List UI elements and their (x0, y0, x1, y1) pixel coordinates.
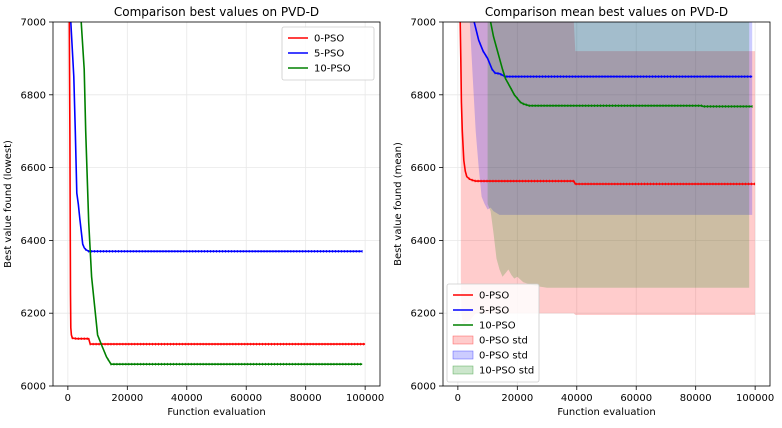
series-markers (80, 22, 362, 366)
legend-label: 10-PSO (479, 321, 516, 332)
series-line (459, 22, 756, 185)
std-band (460, 22, 756, 325)
x-tick-label: 40000 (171, 393, 203, 404)
y-tick-label: 7000 (21, 18, 46, 29)
x-tick-label: 0 (65, 393, 71, 404)
legend-label: 5-PSO (479, 306, 509, 317)
axes-frame (442, 21, 771, 387)
x-tick-label: 0 (455, 393, 461, 404)
legend-box (446, 283, 540, 383)
plot-area (459, 22, 756, 325)
x-axis-label: Function evaluation (557, 407, 655, 418)
std-band (469, 22, 753, 215)
x-tick-label: 20000 (501, 393, 533, 404)
x-tick-label: 100000 (346, 393, 384, 404)
legend-label: 10-PSO std (479, 366, 534, 377)
series-line (473, 22, 753, 78)
x-tick-label: 60000 (230, 393, 262, 404)
legend-label: 0-PSO (314, 34, 344, 45)
y-tick-label: 7000 (411, 18, 436, 29)
y-tick-label: 6800 (411, 90, 436, 101)
y-tick-label: 6200 (411, 309, 436, 320)
series-line (70, 22, 363, 253)
x-axis-label: Function evaluation (167, 407, 265, 418)
chart-title: Comparison mean best values on PVD-D (485, 5, 728, 19)
y-tick-label: 6200 (21, 309, 46, 320)
legend-label: 0-PSO std (479, 336, 528, 347)
legend-label: 5-PSO (314, 49, 344, 60)
y-tick-label: 6600 (21, 163, 46, 174)
legend: 0-PSO 5-PSO 10-PSO (281, 26, 375, 81)
left-chart: 0 20000 40000 60000 80000 100000 6000 6200 6400 6… (3, 5, 384, 418)
legend-swatch (452, 350, 474, 360)
y-axis-label: Best value found (lowest) (3, 140, 14, 268)
series-markers (70, 22, 363, 253)
y-tick-label: 6400 (21, 236, 46, 247)
y-axis-label: Best value found (mean) (393, 142, 404, 266)
plot-area (68, 22, 366, 366)
legend-swatch (452, 335, 474, 345)
y-tick-label: 6400 (411, 236, 436, 247)
y-tick-label: 6000 (21, 382, 46, 393)
std-band (487, 22, 750, 288)
right-chart: 0 20000 40000 60000 80000 100000 6000 6200 6400 6… (393, 5, 774, 418)
legend-label: 0-PSO (479, 291, 509, 302)
y-tick-label: 6600 (411, 163, 436, 174)
x-tick-label: 40000 (561, 393, 593, 404)
x-tick-label: 80000 (290, 393, 322, 404)
chart-title: Comparison best values on PVD-D (114, 5, 319, 19)
legend-box (281, 26, 375, 81)
x-tick-label: 60000 (620, 393, 652, 404)
series-markers (473, 22, 752, 78)
x-tick-label: 20000 (111, 393, 143, 404)
y-tick-label: 6800 (21, 90, 46, 101)
x-tick-label: 80000 (680, 393, 712, 404)
legend-label: 10-PSO (314, 64, 351, 75)
x-tick-label: 100000 (736, 393, 774, 404)
series-markers (68, 22, 365, 346)
axes-frame (52, 21, 381, 387)
series-markers (490, 22, 753, 108)
legend-label: 0-PSO std (479, 351, 528, 362)
y-tick-label: 6000 (411, 382, 436, 393)
legend-swatch (452, 365, 474, 375)
series-markers (459, 22, 755, 186)
legend: 0-PSO 5-PSO 10-PSO 0-PSO std 0-PSO std 10-PSO… (446, 283, 540, 383)
